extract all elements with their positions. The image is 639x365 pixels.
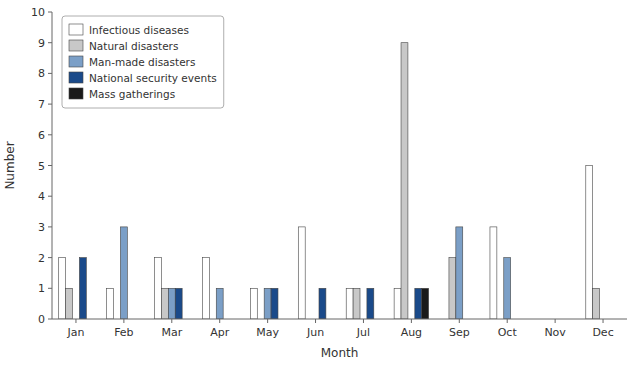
x-tick [123,319,124,323]
chart: 0 1 2 3 4 5 6 7 8 9 10 Jan Feb Mar Apr May Jun Jul Aug Sep O… [0,0,639,365]
y-tick [48,165,52,166]
x-tick [507,319,508,323]
bar [264,288,271,319]
y-tick-label: 2 [38,252,45,265]
bar [59,258,66,319]
x-tick-label: Feb [114,326,133,339]
x-tick-label: Nov [544,326,566,339]
bar [155,258,162,319]
legend-swatch [69,88,83,99]
bar [401,43,408,319]
bar [504,258,511,319]
bar [202,258,209,319]
bar [250,288,257,319]
chart-container: 0 1 2 3 4 5 6 7 8 9 10 Jan Feb Mar Apr May Jun Jul Aug Sep O… [0,0,639,365]
x-tick-label: Dec [592,326,613,339]
x-tick [171,319,172,323]
y-tick-label: 4 [38,190,45,203]
bar [490,227,497,319]
y-tick [48,196,52,197]
y-tick-label: 0 [38,313,45,326]
x-tick [267,319,268,323]
bar [79,258,86,319]
y-axis-label: Number [3,141,17,189]
legend-swatch [69,56,83,67]
y-tick-label: 10 [31,6,45,19]
x-tick-label: Oct [498,326,518,339]
x-tick [363,319,364,323]
bar [216,288,223,319]
x-tick-label: Jan [66,326,84,339]
axes: 0 1 2 3 4 5 6 7 8 9 10 Jan Feb Mar Apr May Jun Jul Aug Sep O… [31,6,627,339]
bar [298,227,305,319]
bar [593,288,600,319]
bar [66,288,73,319]
y-tick-label: 3 [38,221,45,234]
bar [168,288,175,319]
bar [449,258,456,319]
bar [422,288,429,319]
legend-label: National security events [89,72,217,84]
bar [586,166,593,320]
y-tick [48,226,52,227]
bar [353,288,360,319]
x-tick-label: Jun [306,326,324,339]
bar [120,227,127,319]
legend-swatch [69,24,83,35]
y-tick [48,257,52,258]
legend-label: Mass gatherings [89,88,175,100]
x-tick-label: Sep [449,326,470,339]
x-tick [411,319,412,323]
bar [175,288,182,319]
y-tick-label: 5 [38,160,45,173]
y-tick-label: 6 [38,129,45,142]
x-axis-label: Month [321,346,359,360]
x-tick-label: Jul [356,326,370,339]
x-tick-label: Mar [161,326,182,339]
y-tick-label: 8 [38,67,45,80]
y-tick-label: 7 [38,98,45,111]
x-tick [555,319,556,323]
x-tick [219,319,220,323]
bar [346,288,353,319]
bar [415,288,422,319]
legend: Infectious diseases Natural disasters Man-… [62,16,224,108]
y-tick [48,73,52,74]
bar [456,227,463,319]
bar [394,288,401,319]
x-tick [315,319,316,323]
x-tick-label: Aug [401,326,422,339]
y-tick [48,42,52,43]
x-tick [75,319,76,323]
x-tick-label: May [256,326,279,339]
x-tick-label: Apr [210,326,230,339]
x-tick [459,319,460,323]
bar [367,288,374,319]
x-axis-line [52,319,627,320]
legend-swatch [69,40,83,51]
y-tick [48,12,52,13]
bar [319,288,326,319]
y-tick [48,288,52,289]
y-tick-label: 9 [38,37,45,50]
y-tick [48,104,52,105]
legend-label: Natural disasters [89,40,178,52]
bar [107,288,114,319]
y-tick [48,319,52,320]
x-tick [603,319,604,323]
y-tick-label: 1 [38,282,45,295]
bar [161,288,168,319]
legend-swatch [69,72,83,83]
y-tick [48,134,52,135]
bar [271,288,278,319]
legend-label: Man-made disasters [89,56,195,68]
legend-frame [62,16,224,108]
legend-label: Infectious diseases [89,24,189,36]
